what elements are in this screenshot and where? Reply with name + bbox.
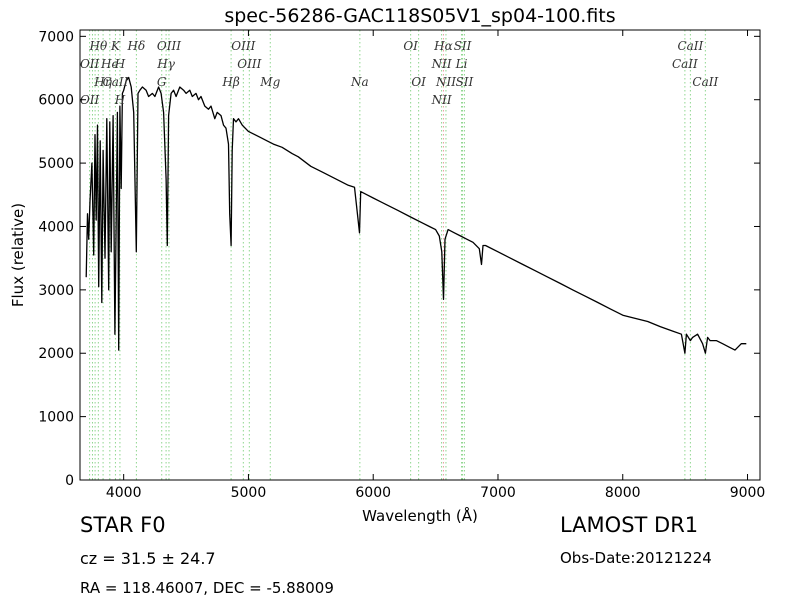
annotation-0: Hθ xyxy=(88,39,107,53)
x-axis-label: Wavelength (Å) xyxy=(362,506,478,525)
annotation-19: G xyxy=(157,75,167,89)
annotation-25: SII xyxy=(456,75,474,89)
redshift-cz: cz = 31.5 ± 24.7 xyxy=(80,549,216,568)
y-tick-label-7: 7000 xyxy=(38,29,74,45)
annotation-9: OII xyxy=(80,57,100,71)
annotation-15: Li xyxy=(455,57,468,71)
y-tick-label-1: 1000 xyxy=(38,410,74,426)
x-tick-label-2: 6000 xyxy=(355,485,391,501)
annotation-10: He xyxy=(100,57,119,71)
plot-frame xyxy=(79,29,761,481)
x-tick-label-0: 4000 xyxy=(106,485,142,501)
axis-ticks: 4000 5000 6000 7000 8000 9000 0 1000 2000 3000 400… xyxy=(38,29,765,501)
y-tick-label-3: 3000 xyxy=(38,283,74,299)
spectrum-line-0 xyxy=(85,76,747,354)
annotation-27: OII xyxy=(80,93,100,107)
annotation-4: OIII xyxy=(231,39,255,53)
plot-area xyxy=(80,30,760,480)
annotation-23: OI xyxy=(411,75,426,89)
annotation-14: NII xyxy=(431,57,452,71)
annotation-28: H xyxy=(114,93,126,107)
annotation-8: CaII xyxy=(677,39,703,53)
survey-name: LAMOST DR1 xyxy=(560,513,699,537)
annotation-6: Hα xyxy=(433,39,453,53)
y-tick-label-5: 5000 xyxy=(38,156,74,172)
annotation-12: Hγ xyxy=(156,57,175,71)
y-tick-label-2: 2000 xyxy=(38,346,74,362)
annotation-20: Hβ xyxy=(221,75,239,89)
annotation-26: CaII xyxy=(692,75,718,89)
x-tick-label-1: 5000 xyxy=(231,485,267,501)
annotation-16: CaII xyxy=(672,57,698,71)
object-class: STAR F0 xyxy=(80,513,166,537)
annotation-5: OI xyxy=(403,39,418,53)
annotation-17: Hη xyxy=(93,75,112,89)
annotation-13: OIII xyxy=(237,57,261,71)
annotation-1: K xyxy=(110,39,121,53)
annotation-2: Hδ xyxy=(127,39,146,53)
y-tick-label-6: 6000 xyxy=(38,93,74,109)
annotation-21: Mg xyxy=(259,75,280,89)
observation-date: Obs-Date:20121224 xyxy=(560,549,712,567)
annotation-24: NII xyxy=(435,75,456,89)
y-tick-label-4: 4000 xyxy=(38,219,74,235)
annotation-11: H xyxy=(114,57,126,71)
x-tick-label-5: 9000 xyxy=(730,485,766,501)
y-tick-label-0: 0 xyxy=(65,473,74,489)
chart-title: spec-56286-GAC118S05V1_sp04-100.fits xyxy=(224,5,615,27)
x-tick-label-4: 8000 xyxy=(605,485,641,501)
y-axis-label: Flux (relative) xyxy=(9,203,27,307)
annotation-7: SII xyxy=(454,39,472,53)
annotation-3: OIII xyxy=(157,39,181,53)
annotation-29: NII xyxy=(431,93,452,107)
annotation-18: CaII xyxy=(103,75,129,89)
x-tick-label-3: 7000 xyxy=(480,485,516,501)
annotation-22: Na xyxy=(350,75,369,89)
data-layer xyxy=(85,76,747,354)
ra-dec: RA = 118.46007, DEC = -5.88009 xyxy=(80,579,334,597)
